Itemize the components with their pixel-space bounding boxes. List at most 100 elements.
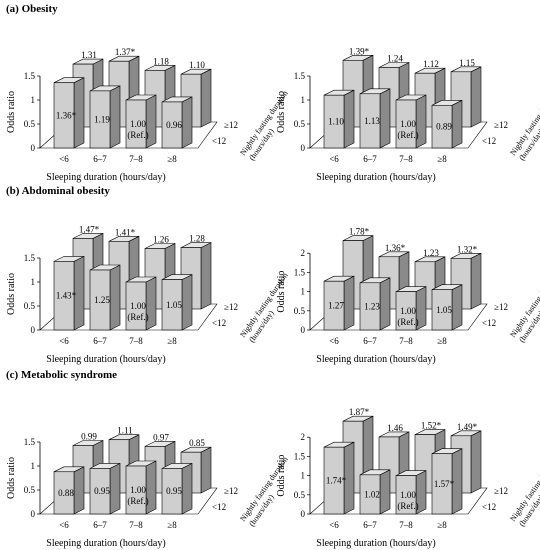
- bar-front-3-side: [181, 462, 193, 515]
- x-tick-label: 7–8: [399, 520, 413, 530]
- bar-front-3: [431, 104, 453, 149]
- bar-front-1-side: [109, 85, 121, 149]
- x-axis-label: Sleeping duration (hours/day): [316, 538, 435, 549]
- data-label-front: 0.95: [166, 486, 182, 496]
- bar-back-3-side: [200, 68, 212, 128]
- data-label-front: 1.74*: [326, 476, 347, 486]
- y-tick-label: 0.5: [294, 490, 306, 500]
- bar-front-0: [323, 280, 345, 331]
- ref-label: (Ref.): [127, 496, 148, 506]
- y-axis-label: Odds ratio: [276, 271, 287, 313]
- y-tick-label: 0.5: [24, 485, 36, 495]
- x-tick-label: <6: [329, 154, 339, 164]
- data-label-front: 1.57*: [434, 479, 455, 489]
- x-tick-label: <6: [329, 520, 339, 530]
- x-tick-label: 6–7: [93, 520, 107, 530]
- x-tick-label: 7–8: [129, 336, 143, 346]
- bar-front-1-side: [109, 462, 121, 515]
- data-label-back: 1.15: [459, 58, 475, 68]
- data-label-back: 1.31: [81, 50, 97, 60]
- z-tick-label: <12: [482, 318, 496, 328]
- bar-front-3: [161, 101, 183, 149]
- x-axis-label: Sleeping duration (hours/day): [46, 538, 165, 549]
- data-label-back: 1.11: [117, 426, 132, 436]
- x-axis-label: Sleeping duration (hours/day): [316, 172, 435, 183]
- data-label-front: 1.02: [364, 489, 380, 499]
- data-label-back: 1.36*: [385, 243, 406, 253]
- x-tick-label: 7–8: [399, 336, 413, 346]
- data-label-back: 1.87*: [349, 407, 370, 417]
- x-tick-label: 6–7: [363, 336, 377, 346]
- y-tick-label: 1.5: [24, 437, 36, 447]
- bar-front-2: [125, 281, 147, 331]
- y-tick-label: 1: [31, 461, 36, 471]
- bar-back-3-side: [200, 446, 212, 494]
- data-label-back: 1.47*: [79, 224, 100, 234]
- y-tick-label: 1: [301, 287, 306, 297]
- y-tick-label: 1: [31, 95, 36, 105]
- x-tick-label: 7–8: [129, 154, 143, 164]
- data-label-front: 1.10: [328, 117, 344, 127]
- bar-front-1-side: [109, 264, 121, 331]
- panel-title: (c) Metabolic syndrome: [6, 369, 117, 381]
- data-label-front: 1.13: [364, 116, 380, 126]
- data-label-back: 1.23: [423, 248, 439, 258]
- data-label-back: 1.12: [423, 59, 439, 69]
- data-label-back: 1.78*: [349, 227, 370, 237]
- bar-front-1: [89, 90, 111, 149]
- data-label-front: 1.00: [130, 485, 146, 495]
- bar-front-3-side: [181, 274, 193, 331]
- y-tick-label: 1.5: [294, 71, 306, 81]
- y-tick-label: 1: [31, 277, 36, 287]
- x-tick-label: 6–7: [93, 336, 107, 346]
- x-tick-label: <6: [329, 336, 339, 346]
- y-tick-label: 0: [31, 143, 36, 153]
- z-tick-label: <12: [212, 502, 226, 512]
- data-label-back: 1.39*: [349, 46, 370, 56]
- data-label-back: 1.32*: [457, 244, 478, 254]
- z-tick-label: ≥12: [224, 120, 238, 130]
- y-tick-label: 0: [301, 509, 306, 519]
- chart-1-0: 0 0.5 1 1.5 Odds ratio 1.47* 1.41* 1.26 1.28 1.43…: [6, 224, 290, 365]
- y-tick-label: 0: [301, 325, 306, 335]
- bar-front-2: [125, 99, 147, 149]
- chart-0-1: 0 0.5 1 1.5 Odds ratio 1.39* 1.24 1.12 1.15 1.10 1…: [276, 46, 540, 183]
- chart-0-0: 0 0.5 1 1.5 Odds ratio 1.31 1.37* 1.18 1.10 1.36*…: [6, 47, 290, 183]
- ref-label: (Ref.): [127, 312, 148, 322]
- data-label-back: 1.46: [387, 423, 403, 433]
- y-tick-label: 0.5: [24, 119, 36, 129]
- data-label-front: 1.05: [436, 305, 452, 315]
- data-label-front: 0.89: [436, 122, 452, 132]
- y-axis-label: Odds ratio: [6, 273, 17, 315]
- data-label-back: 1.18: [153, 56, 169, 66]
- bar-front-0-side: [343, 275, 355, 331]
- chart-1-1: 0 0.5 1 1.5 2 Odds ratio 1.78* 1.36* 1.23 1.32* 1.…: [276, 227, 540, 365]
- x-tick-label: 7–8: [129, 520, 143, 530]
- x-axis-label: Sleeping duration (hours/day): [46, 172, 165, 183]
- y-axis-label: Odds ratio: [6, 457, 17, 499]
- z-tick-label: ≥12: [494, 302, 508, 312]
- y-tick-label: 1.5: [24, 253, 36, 263]
- ref-label: (Ref.): [397, 501, 418, 511]
- data-label-front: 1.05: [166, 300, 182, 310]
- bar-front-3-side: [451, 99, 463, 149]
- data-label-front: 1.25: [94, 295, 110, 305]
- bar-front-2-side: [145, 94, 157, 149]
- ref-label: (Ref.): [397, 317, 418, 327]
- bar-front-2-side: [145, 460, 157, 515]
- ref-label: (Ref.): [397, 130, 418, 140]
- data-label-back: 0.99: [81, 431, 97, 441]
- data-label-back: 1.52*: [421, 421, 442, 431]
- data-label-front: 1.00: [400, 306, 416, 316]
- y-tick-label: 0: [301, 143, 306, 153]
- data-label-front: 0.88: [58, 488, 74, 498]
- data-label-front: 1.19: [94, 114, 110, 124]
- data-label-front: 1.00: [130, 301, 146, 311]
- data-label-front: 1.27: [328, 301, 344, 311]
- z-tick-label: ≥12: [224, 302, 238, 312]
- y-tick-label: 1.5: [24, 71, 36, 81]
- y-axis-label: Odds ratio: [276, 455, 287, 497]
- data-label-front: 1.23: [364, 301, 380, 311]
- x-axis-label: Sleeping duration (hours/day): [316, 354, 435, 365]
- panel-title: (a) Obesity: [6, 3, 58, 15]
